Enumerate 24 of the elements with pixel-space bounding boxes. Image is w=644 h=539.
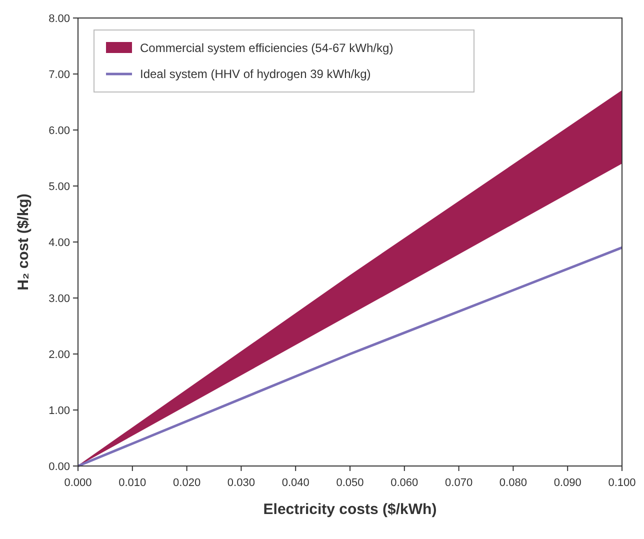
y-tick-label: 5.00	[48, 181, 70, 193]
y-tick-label: 1.00	[48, 405, 70, 417]
legend-label: Ideal system (HHV of hydrogen 39 kWh/kg)	[140, 67, 371, 81]
y-tick-label: 8.00	[48, 13, 70, 25]
x-tick-label: 0.070	[445, 477, 473, 489]
y-tick-label: 6.00	[48, 125, 70, 137]
x-tick-label: 0.030	[227, 477, 255, 489]
y-tick-label: 4.00	[48, 237, 70, 249]
x-tick-label: 0.060	[390, 477, 418, 489]
y-tick-label: 7.00	[48, 69, 70, 81]
y-tick-label: 2.00	[48, 349, 70, 361]
x-tick-label: 0.050	[336, 477, 364, 489]
y-axis-title: H₂ cost ($/kg)	[15, 194, 32, 290]
legend-label: Commercial system efficiencies (54-67 kWh/kg)	[140, 41, 394, 55]
x-axis-title: Electricity costs ($/kWh)	[263, 501, 437, 518]
y-tick-label: 0.00	[48, 461, 70, 473]
x-tick-label: 0.100	[608, 477, 636, 489]
x-tick-label: 0.080	[499, 477, 527, 489]
x-tick-label: 0.040	[282, 477, 310, 489]
x-tick-label: 0.010	[118, 477, 146, 489]
x-tick-label: 0.020	[173, 477, 201, 489]
x-tick-label: 0.090	[554, 477, 582, 489]
x-tick-label: 0.000	[64, 477, 92, 489]
y-tick-label: 3.00	[48, 293, 70, 305]
